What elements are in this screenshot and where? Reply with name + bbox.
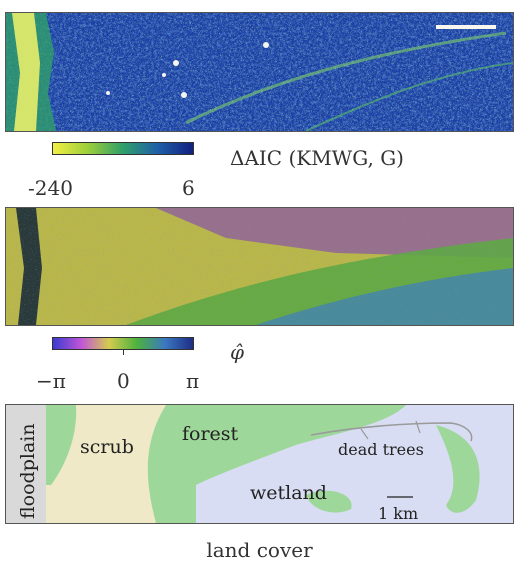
dead-trees-line (310, 422, 473, 442)
delta-aic-colorbar (52, 142, 194, 155)
delta-aic-max-label: 6 (182, 176, 195, 200)
scale-bar-label: 1 km (378, 504, 418, 523)
phi-colorbar-title: φ̂ (230, 340, 245, 364)
phi-colorbar-zero-tick (123, 350, 124, 355)
forest-label: forest (182, 423, 239, 445)
phi-tick-label-zero: 0 (117, 369, 130, 393)
dead-trees-label: dead trees (338, 440, 424, 459)
land-cover-caption: land cover (206, 538, 313, 562)
phi-colorbar (52, 337, 194, 350)
phi-estimate-raster (6, 208, 513, 325)
delta-aic-colorbar-title: ΔAIC (KMWG, G) (230, 146, 404, 170)
wetland-label: wetland (250, 482, 327, 504)
dead-trees-tick (415, 420, 421, 434)
phi-tick-label-min: −π (36, 369, 66, 393)
phi-tick-label-max: π (186, 369, 200, 393)
land-cover-svg: floodplain scrub forest wetland dead tre… (6, 405, 513, 523)
delta-aic-raster (6, 13, 513, 131)
phi-estimate-map (5, 207, 514, 326)
land-cover-map: floodplain scrub forest wetland dead tre… (5, 404, 514, 524)
delta-aic-min-label: -240 (28, 176, 73, 200)
forest-region (147, 405, 406, 523)
forest-patch-east (436, 425, 480, 513)
forest-patch-west (46, 405, 77, 485)
delta-aic-map (5, 12, 514, 132)
floodplain-label: floodplain (17, 423, 39, 519)
floodplain-region (6, 405, 46, 523)
forest-patch-south (306, 490, 352, 513)
scrub-label: scrub (80, 436, 134, 458)
dead-trees-tick (360, 428, 369, 440)
